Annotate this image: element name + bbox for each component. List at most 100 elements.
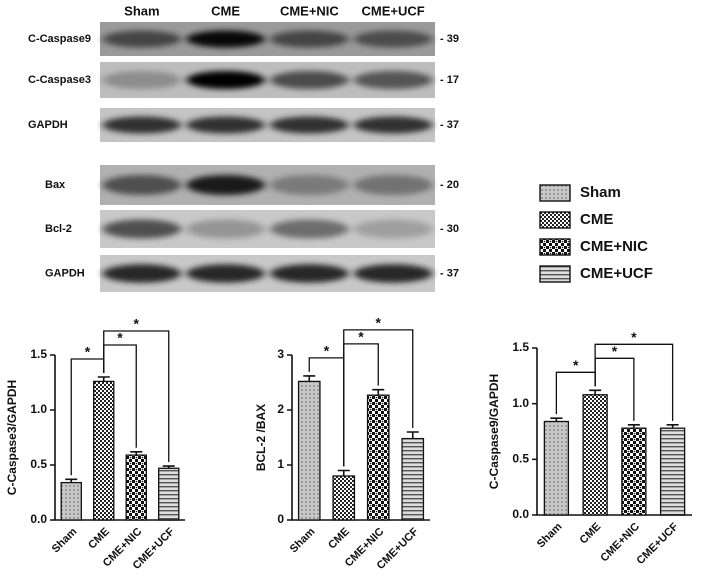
legend-swatch bbox=[539, 238, 571, 256]
significance-bracket bbox=[343, 329, 414, 467]
error-bar bbox=[97, 376, 110, 382]
blot-band bbox=[186, 116, 265, 134]
error-bar bbox=[303, 375, 316, 382]
x-tick-label: CME bbox=[578, 521, 604, 547]
lane-label: CME+NIC bbox=[280, 3, 339, 18]
bar bbox=[93, 380, 115, 521]
x-tick-label: Sham bbox=[535, 521, 565, 551]
error-bar bbox=[627, 424, 640, 429]
y-tick-label: 0.0 bbox=[30, 512, 47, 526]
blot-band bbox=[353, 116, 433, 134]
error-bar bbox=[589, 389, 602, 395]
legend-label: CME+UCF bbox=[580, 265, 653, 282]
bar bbox=[60, 481, 82, 521]
y-axis-label: C-Caspase3/GAPDH bbox=[5, 380, 19, 495]
error-bar bbox=[372, 388, 385, 396]
y-tick-label: 1.0 bbox=[512, 396, 529, 410]
significance-label: * bbox=[631, 329, 637, 345]
bar bbox=[543, 420, 570, 516]
x-tick-label: CME bbox=[326, 526, 352, 552]
error-bar bbox=[550, 417, 563, 422]
blot-band bbox=[270, 175, 349, 195]
legend-label: Sham bbox=[580, 184, 621, 201]
bar bbox=[297, 380, 321, 521]
row-label: GAPDH bbox=[45, 267, 85, 279]
bar bbox=[582, 394, 608, 516]
size-marker: - 17 bbox=[440, 74, 459, 86]
significance-bracket bbox=[103, 330, 170, 463]
error-bar bbox=[406, 431, 419, 439]
blot-band bbox=[102, 264, 182, 283]
blot-band bbox=[102, 219, 182, 239]
x-tick-label: CME bbox=[86, 526, 112, 552]
blot-band bbox=[186, 30, 265, 48]
blot-band bbox=[186, 264, 265, 283]
blot-band bbox=[270, 116, 349, 134]
significance-label: * bbox=[324, 343, 330, 359]
bar bbox=[158, 467, 180, 521]
size-marker: - 39 bbox=[440, 33, 459, 45]
blot-band bbox=[102, 71, 182, 89]
lane-label: Sham bbox=[124, 3, 159, 18]
y-tick-label: 0.0 bbox=[512, 507, 529, 521]
row-label: GAPDH bbox=[28, 119, 68, 131]
y-tick-label: 1 bbox=[277, 457, 284, 471]
significance-label: * bbox=[573, 357, 579, 373]
row-label: C-Caspase3 bbox=[28, 74, 91, 86]
row-label: C-Caspase9 bbox=[28, 33, 91, 45]
y-tick-label: 1.5 bbox=[30, 347, 47, 361]
significance-label: * bbox=[376, 315, 382, 331]
legend-label: CME+NIC bbox=[580, 238, 648, 255]
lane-label: CME+UCF bbox=[362, 3, 425, 18]
x-tick-label: Sham bbox=[288, 526, 318, 556]
blot-band bbox=[102, 116, 182, 134]
blot-band bbox=[102, 175, 182, 195]
error-bar bbox=[65, 478, 78, 483]
legend-label: CME bbox=[580, 211, 613, 228]
blot-band bbox=[353, 219, 433, 239]
error-bar bbox=[337, 469, 350, 476]
bar bbox=[621, 427, 647, 516]
row-label: Bax bbox=[45, 179, 66, 191]
blot-band bbox=[186, 219, 265, 239]
blot-band bbox=[353, 71, 433, 89]
error-bar bbox=[162, 465, 175, 469]
blot-band bbox=[353, 175, 433, 195]
bar bbox=[125, 454, 147, 521]
legend-swatch bbox=[539, 211, 571, 229]
y-axis-label: BCL-2 /BAX bbox=[254, 404, 268, 471]
x-tick-label: CME+UCF bbox=[634, 520, 680, 566]
significance-label: * bbox=[134, 316, 140, 332]
y-tick-label: 3 bbox=[277, 347, 284, 361]
y-tick-label: 1.0 bbox=[30, 402, 47, 416]
y-tick-label: 0.5 bbox=[512, 452, 529, 466]
significance-label: * bbox=[358, 329, 364, 345]
significance-bracket bbox=[594, 343, 674, 421]
y-tick-label: 1.5 bbox=[512, 340, 529, 354]
size-marker: - 20 bbox=[440, 179, 459, 191]
bar bbox=[366, 394, 390, 521]
x-tick-label: Sham bbox=[50, 526, 80, 556]
blot-band bbox=[270, 264, 349, 283]
blot-band bbox=[102, 30, 182, 48]
blot-band bbox=[186, 175, 265, 195]
size-marker: - 37 bbox=[440, 267, 459, 279]
error-bar bbox=[666, 424, 679, 429]
legend-swatch bbox=[539, 265, 571, 283]
bar bbox=[659, 427, 686, 516]
error-bar bbox=[130, 451, 143, 456]
size-marker: - 37 bbox=[440, 119, 459, 131]
lane-label: CME bbox=[211, 3, 240, 18]
blot-band bbox=[270, 30, 349, 48]
y-axis-label: C-Caspase9/GAPDH bbox=[487, 374, 501, 489]
blot-band bbox=[270, 71, 349, 89]
row-label: Bcl-2 bbox=[45, 223, 72, 235]
significance-label: * bbox=[85, 344, 91, 360]
bar bbox=[332, 475, 356, 521]
significance-label: * bbox=[612, 343, 618, 359]
size-marker: - 30 bbox=[440, 223, 459, 235]
